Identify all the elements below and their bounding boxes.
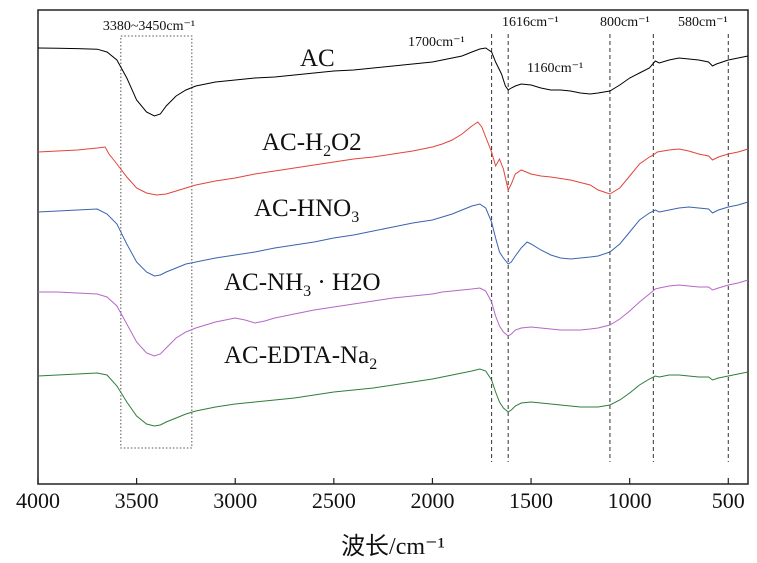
series-line-ac-hno3 <box>37 201 749 277</box>
series-label: AC-EDTA-Na2 <box>224 342 377 373</box>
series-line-ac-edta-na2 <box>37 368 749 427</box>
peak-label: 800cm⁻¹ <box>600 15 650 30</box>
range-box <box>120 35 193 449</box>
x-tick-label: 2000 <box>410 488 454 513</box>
series-line-ac-h2o2 <box>37 121 749 196</box>
x-tick-label: 2500 <box>312 488 356 513</box>
peak-label: 1160cm⁻¹ <box>527 61 583 76</box>
series-label: AC-HNO3 <box>254 195 359 226</box>
peak-label: 1616cm⁻¹ <box>502 15 559 30</box>
series-labels: AC AC-H2O2 AC-HNO3 AC-NH3 · H2O AC-EDTA-Na2 <box>224 45 381 373</box>
x-tick-label: 4000 <box>16 488 60 513</box>
peak-label: 1700cm⁻¹ <box>408 35 465 50</box>
peak-lines <box>491 34 729 462</box>
series-label: AC-NH3 · H2O <box>224 269 381 300</box>
plot-frame <box>37 9 749 485</box>
series-label: AC <box>300 45 335 72</box>
range-box-label: 3380~3450cm⁻¹ <box>103 19 195 34</box>
x-tick-label: 1000 <box>608 488 652 513</box>
range-box-group: 3380~3450cm⁻¹ <box>103 19 195 449</box>
series-group <box>37 47 749 427</box>
series-line-ac-nh3-h2o <box>38 279 749 357</box>
x-tick-label: 3000 <box>213 488 257 513</box>
series-line-ac <box>37 47 749 117</box>
x-tick-label: 3500 <box>115 488 159 513</box>
x-tick-label: 500 <box>712 488 745 513</box>
peak-labels: 1700cm⁻¹ 1616cm⁻¹ 1160cm⁻¹ 800cm⁻¹ 580cm⁻¹ <box>408 15 728 76</box>
x-axis-label: 波长/cm⁻¹ <box>341 533 445 560</box>
x-tick-label: 1500 <box>509 488 553 513</box>
x-axis: 4000 3500 3000 2500 2000 1500 1000 500 <box>16 478 745 513</box>
series-label: AC-H2O2 <box>262 129 362 160</box>
peak-label: 580cm⁻¹ <box>678 15 728 30</box>
